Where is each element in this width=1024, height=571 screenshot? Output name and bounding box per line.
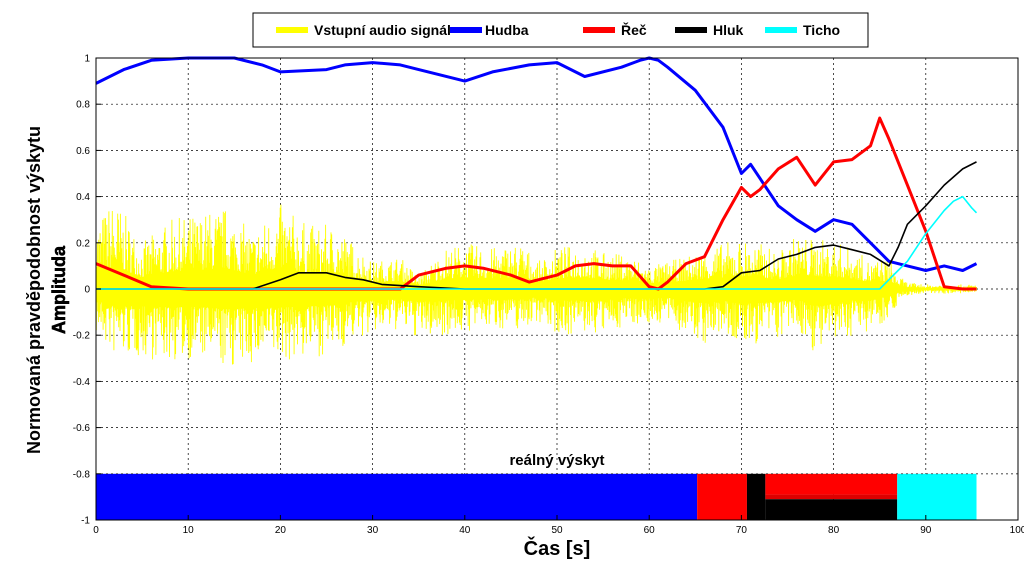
y-tick-label: -0.4 <box>73 377 91 388</box>
legend-label: Hudba <box>485 22 529 38</box>
occurrence-segment <box>746 473 766 520</box>
y-tick-label: 0.2 <box>76 238 90 249</box>
x-tick-label: 0 <box>93 525 99 536</box>
real-occurrence-bar <box>96 473 1018 520</box>
y-tick-label: 0.8 <box>76 100 90 111</box>
series-line-ticho <box>96 195 978 290</box>
y-tick-label: 1 <box>84 54 90 65</box>
legend: Vstupní audio signál Hudba Řeč Hluk Ticho <box>252 12 869 48</box>
occurrence-segment <box>897 473 977 520</box>
occurrence-segment <box>765 494 898 500</box>
legend-label: Hluk <box>713 22 744 38</box>
y-tick-label: -1 <box>81 516 90 527</box>
legend-label: Řeč <box>621 21 647 38</box>
real-occurrence-label: reálný výskyt <box>509 452 604 469</box>
x-tick-label: 10 <box>183 525 195 536</box>
y-tick-label: -0.6 <box>73 423 91 434</box>
y-axis-title: Normovaná pravděpodobnost výskytu <box>24 126 44 454</box>
y-axis-title-amplitude: Amplituda <box>49 245 69 334</box>
x-axis-ticks: 0 10 20 30 40 50 60 70 80 90 100 <box>93 515 1024 536</box>
x-tick-label: 30 <box>367 525 379 536</box>
x-tick-label: 70 <box>736 525 748 536</box>
y-tick-label: 0.4 <box>76 192 90 203</box>
y-tick-label: 0.6 <box>76 146 90 157</box>
occurrence-segment <box>765 473 898 495</box>
y-tick-label: -0.2 <box>73 331 91 342</box>
x-tick-label: 90 <box>920 525 932 536</box>
x-tick-label: 60 <box>644 525 656 536</box>
series-line-hluk <box>96 161 977 290</box>
legend-label: Vstupní audio signál <box>314 22 451 38</box>
x-tick-label: 50 <box>551 525 563 536</box>
occurrence-segment <box>765 499 898 520</box>
y-tick-label: 0 <box>84 285 90 296</box>
occurrence-segment <box>697 473 747 520</box>
legend-label: Ticho <box>803 22 840 38</box>
x-axis-title: Čas [s] <box>524 536 591 560</box>
y-tick-label: -0.8 <box>73 469 91 480</box>
x-tick-label: 40 <box>459 525 471 536</box>
occurrence-segment <box>96 473 698 520</box>
x-tick-label: 80 <box>828 525 840 536</box>
x-tick-label: 20 <box>275 525 287 536</box>
x-tick-label: 100 <box>1010 525 1024 536</box>
series-line-řeč <box>95 116 977 291</box>
y-axis-ticks: 1 0.8 0.6 0.4 0.2 0 -0.2 -0.4 -0.6 -0.8 -1 <box>73 54 101 527</box>
